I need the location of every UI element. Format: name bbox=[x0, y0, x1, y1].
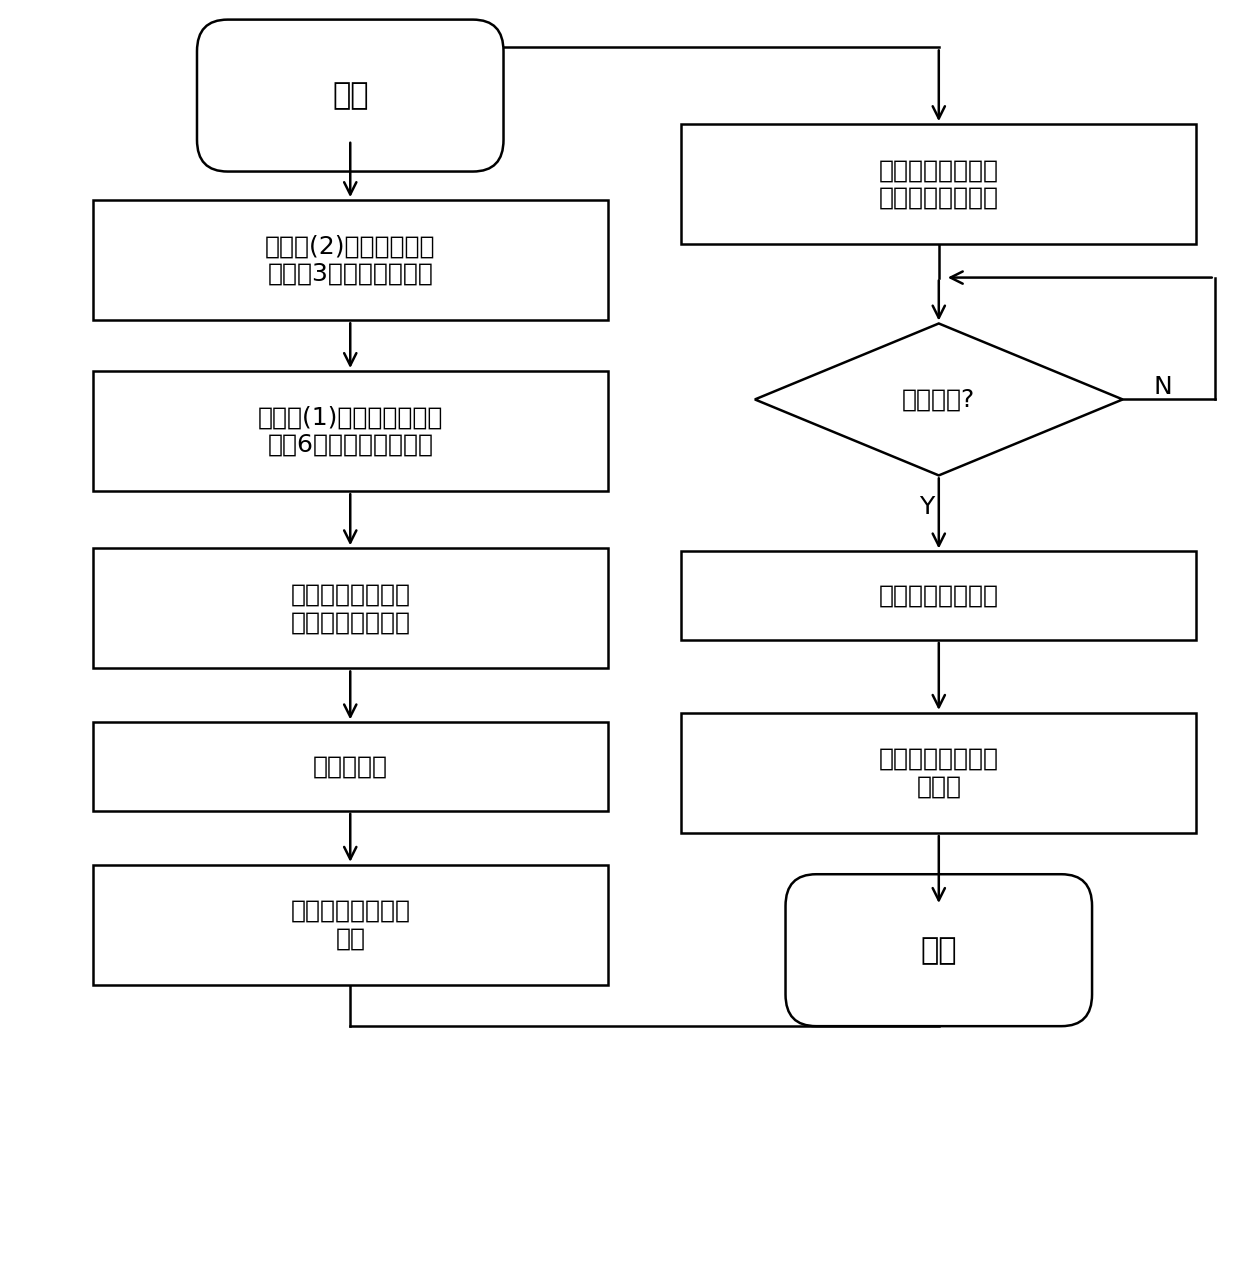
Bar bbox=[93, 722, 608, 812]
Text: 质量特性参数分析: 质量特性参数分析 bbox=[879, 584, 998, 608]
Text: 前舱段(1)放入六自由度托
架（6）作为待对接部件: 前舱段(1)放入六自由度托 架（6）作为待对接部件 bbox=[258, 406, 443, 457]
FancyBboxPatch shape bbox=[785, 874, 1092, 1027]
Bar bbox=[93, 865, 608, 986]
Bar bbox=[681, 552, 1197, 640]
Text: 对接完成?: 对接完成? bbox=[903, 388, 976, 411]
Text: 数据传入对接控制
系统: 数据传入对接控制 系统 bbox=[290, 899, 410, 951]
Bar bbox=[93, 200, 608, 320]
FancyBboxPatch shape bbox=[197, 19, 503, 172]
Text: 后舱段(2)放入五自由度
托架（3）作为对接基准: 后舱段(2)放入五自由度 托架（3）作为对接基准 bbox=[265, 234, 435, 285]
Bar bbox=[681, 124, 1197, 244]
Bar bbox=[681, 713, 1197, 833]
Text: 对位姿解析: 对位姿解析 bbox=[312, 755, 388, 778]
Text: Y: Y bbox=[919, 495, 934, 520]
Text: 驱动六自由度调姿
平台运动开始对接: 驱动六自由度调姿 平台运动开始对接 bbox=[879, 159, 998, 210]
Text: 开始: 开始 bbox=[332, 81, 368, 110]
Bar bbox=[93, 548, 608, 668]
Polygon shape bbox=[755, 324, 1122, 475]
Text: N: N bbox=[1153, 375, 1172, 399]
Text: 数据存入上位机监
控系统: 数据存入上位机监 控系统 bbox=[879, 748, 998, 799]
Text: 对接测量系统对对
接轴切面精确测量: 对接测量系统对对 接轴切面精确测量 bbox=[290, 582, 410, 635]
Bar bbox=[93, 371, 608, 492]
Text: 结束: 结束 bbox=[920, 936, 957, 965]
